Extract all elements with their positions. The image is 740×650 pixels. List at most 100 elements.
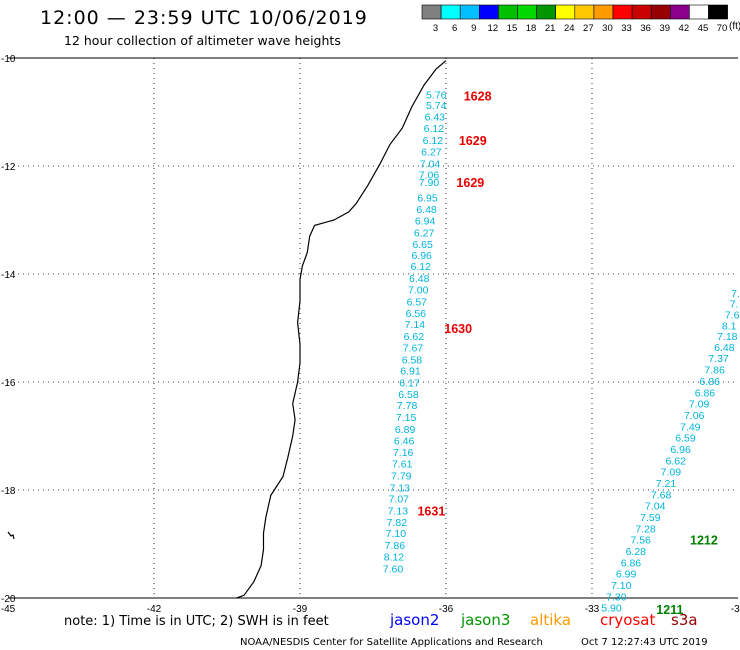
x-tick-label: -33 — [585, 604, 600, 615]
swh-value-label: 6.17 — [399, 378, 420, 390]
color-scale-swatch — [478, 4, 499, 20]
swh-value-label: 7.6 — [725, 310, 740, 322]
chart-subtitle: 12 hour collection of altimeter wave hei… — [64, 33, 341, 48]
swh-value-label: 6.57 — [407, 297, 428, 309]
swh-value-label: 6.43 — [425, 111, 446, 123]
y-tick-label: -12 — [1, 162, 16, 173]
swh-value-label: 7.04 — [420, 158, 441, 170]
swh-value-label: 8.12 — [384, 551, 405, 563]
swh-value-label: 6.95 — [417, 192, 438, 204]
swh-value-label: 7.28 — [635, 523, 656, 535]
pass-time-label: 1628 — [464, 89, 492, 103]
swh-value-label: 7.90 — [419, 177, 440, 189]
color-scale-swatch — [536, 4, 556, 20]
pass-time-label: 1631 — [417, 505, 445, 519]
x-tick-label: -39 — [293, 604, 308, 615]
footer-note: note: 1) Time is in UTC; 2) SWH is in fe… — [64, 614, 329, 629]
swh-value-label: 6.99 — [616, 569, 637, 581]
pass-time-label: 1212 — [690, 534, 718, 548]
swh-value-label: 6.91 — [400, 366, 421, 378]
mission-legend-item: jason2 — [389, 611, 439, 629]
swh-value-label: 6.56 — [406, 308, 427, 320]
swh-value-label: 6.27 — [414, 227, 435, 239]
swh-value-label: 7.13 — [390, 482, 411, 494]
color-scale-label: 45 — [698, 23, 709, 34]
color-scale-swatch — [631, 4, 652, 20]
color-scale-label: 70 — [717, 23, 728, 34]
color-scale-swatch — [498, 4, 518, 20]
swh-value-label: 7.82 — [387, 517, 408, 529]
swh-value-label: 6.28 — [626, 546, 647, 558]
y-tick-label: -16 — [1, 378, 16, 389]
swh-value-label: 7.00 — [408, 285, 429, 297]
color-scale-swatch — [440, 4, 461, 20]
pass-time-label: 1629 — [459, 134, 487, 148]
swh-value-label: 7.79 — [391, 470, 412, 482]
x-tick-label: -45 — [1, 604, 16, 615]
swh-value-label: 7.37 — [708, 353, 729, 365]
swh-value-label: 6.86 — [621, 557, 642, 569]
swh-value-label: 7.78 — [397, 400, 418, 412]
y-tick-label: -20 — [1, 594, 16, 605]
swh-value-label: 7.07 — [389, 494, 410, 506]
color-scale-label: 3 — [433, 23, 438, 34]
swh-value-label: 6.96 — [670, 444, 691, 456]
color-scale-label: 18 — [526, 23, 537, 34]
coastline — [7, 531, 15, 540]
y-tick-label: -14 — [1, 270, 16, 281]
color-scale-label: 21 — [545, 23, 556, 34]
swh-value-label: 6.96 — [411, 250, 432, 262]
color-scale-swatch — [459, 4, 480, 20]
color-scale-label: 9 — [471, 23, 476, 34]
color-scale-label: 27 — [583, 23, 594, 34]
swh-value-label: 6.89 — [395, 424, 416, 436]
swh-value-label: 5.76 — [426, 90, 447, 102]
swh-value-label: 7.86 — [704, 365, 725, 377]
swh-value-label: 7.04 — [645, 501, 666, 513]
swh-value-label: 7.13 — [388, 506, 409, 518]
color-scale-label: 42 — [679, 23, 690, 34]
swh-value-label: 7.21 — [656, 478, 677, 490]
swh-value-label: 7.09 — [661, 467, 682, 479]
pass-time-label: 1211 — [656, 603, 683, 617]
mission-legend-item: jason3 — [460, 611, 510, 629]
swh-value-label: 7.67 — [403, 342, 424, 354]
chart-title: 12:00 — 23:59 UTC 10/06/2019 — [40, 7, 368, 29]
swh-value-label: 6.62 — [404, 331, 425, 343]
swh-value-label: 7.09 — [689, 399, 710, 411]
pass-time-label: 1629 — [456, 176, 484, 190]
color-scale-swatch — [555, 4, 576, 20]
swh-value-label: 7.56 — [630, 535, 651, 547]
swh-value-label: 6.27 — [421, 146, 442, 158]
color-scale-swatch — [421, 4, 442, 20]
color-scale-swatch — [689, 4, 709, 20]
swh-value-label: 6.94 — [415, 216, 436, 228]
color-scale-label: 24 — [564, 23, 575, 34]
swh-value-label: 6.58 — [402, 354, 423, 366]
swh-value-label: 6.48 — [714, 342, 735, 354]
color-scale-label: 39 — [659, 23, 670, 34]
color-scale-swatch — [650, 4, 671, 20]
footer-credit: NOAA/NESDIS Center for Satellite Applica… — [240, 637, 543, 648]
footer-timestamp: Oct 7 12:27:43 UTC 2019 — [581, 637, 708, 648]
color-scale-swatch — [593, 4, 614, 20]
swh-value-label: 7. — [730, 299, 739, 311]
swh-value-label: 7.18 — [717, 331, 738, 343]
swh-value-label: 7.59 — [640, 512, 661, 524]
swh-value-label: 6.12 — [424, 123, 445, 135]
swh-value-label: 7.06 — [419, 170, 440, 182]
coastline — [236, 60, 447, 599]
mission-legend-item: s3a — [671, 611, 698, 629]
swh-value-label: 6.86 — [700, 376, 721, 388]
color-scale-label: 15 — [507, 23, 518, 34]
color-scale-swatch — [612, 4, 633, 20]
color-scale-label: 30 — [602, 23, 613, 34]
swh-value-label: 6.48 — [409, 273, 430, 285]
swh-value-label: 5.90 — [601, 603, 622, 615]
swh-value-label: 7.10 — [611, 580, 632, 592]
swh-value-label: 6.48 — [416, 204, 437, 216]
y-tick-label: -10 — [1, 54, 16, 65]
swh-value-label: 7.30 — [606, 591, 627, 603]
swh-value-label: 6.62 — [665, 455, 686, 467]
